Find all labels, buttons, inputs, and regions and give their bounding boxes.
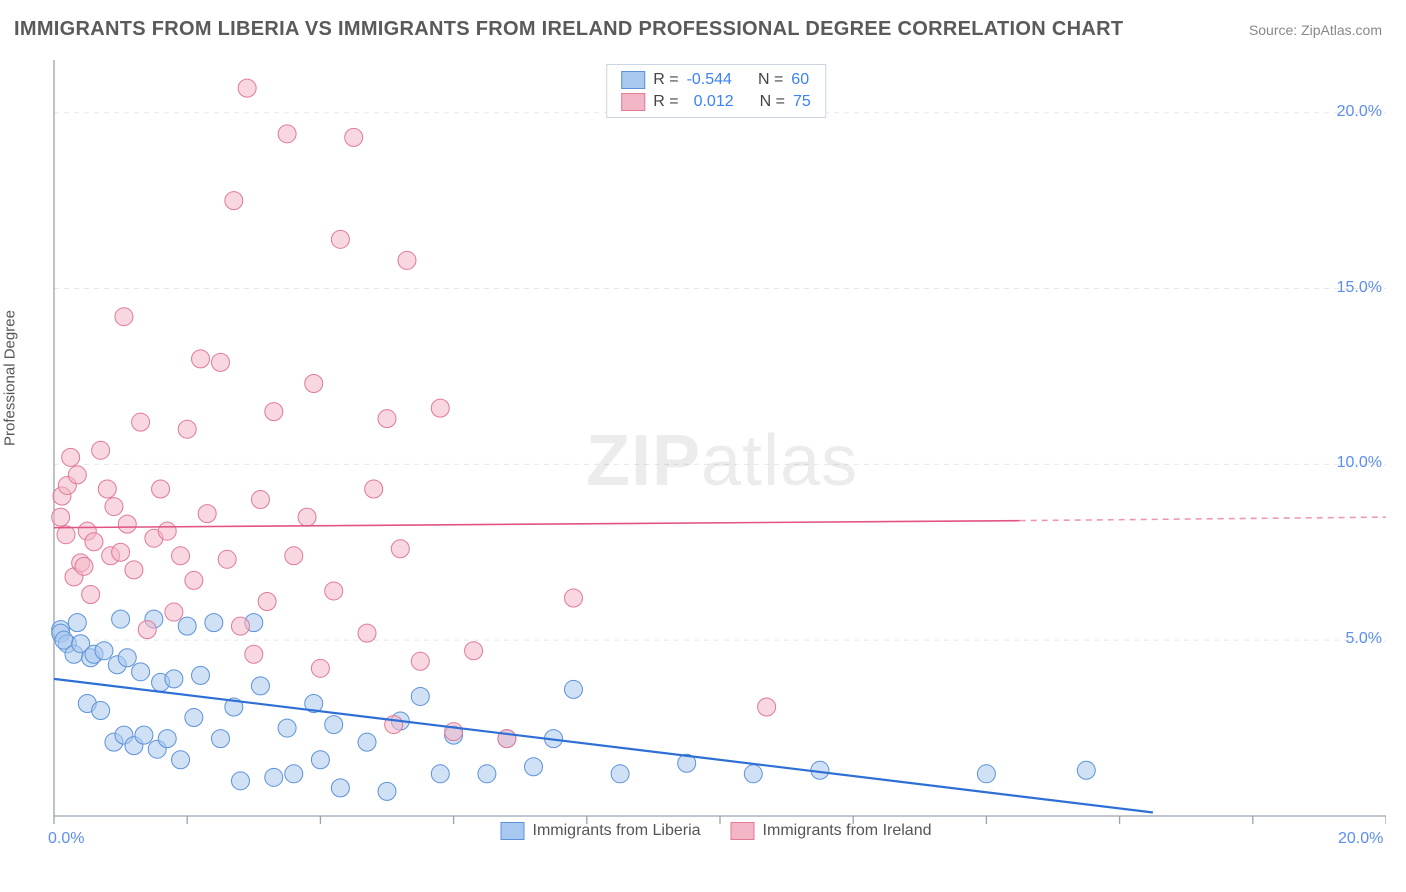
n-label: N = [758, 69, 783, 91]
r-value-liberia: -0.544 [687, 69, 732, 91]
legend-label-liberia: Immigrants from Liberia [533, 822, 701, 840]
legend-swatch-liberia [621, 71, 645, 89]
legend-swatch-liberia [501, 822, 525, 840]
y-tick-label: 5.0% [1346, 630, 1382, 648]
x-tick-label: 0.0% [48, 830, 84, 848]
r-label: R = [653, 91, 678, 113]
r-label: R = [653, 69, 678, 91]
legend-item-liberia: Immigrants from Liberia [501, 822, 701, 840]
legend-swatch-ireland [731, 822, 755, 840]
legend-label-ireland: Immigrants from Ireland [763, 822, 932, 840]
n-value-liberia: 60 [791, 69, 809, 91]
y-tick-label: 15.0% [1337, 279, 1382, 297]
series-legend: Immigrants from Liberia Immigrants from … [501, 822, 932, 840]
legend-row-ireland: R = 0.012 N = 75 [621, 91, 811, 113]
x-tick-label: 20.0% [1338, 830, 1383, 848]
scatter-svg [46, 60, 1386, 840]
n-label: N = [760, 91, 785, 113]
y-axis-label: Professional Degree [2, 310, 19, 446]
n-value-ireland: 75 [793, 91, 811, 113]
y-tick-label: 10.0% [1337, 454, 1382, 472]
correlation-legend: R = -0.544 N = 60 R = 0.012 N = 75 [606, 64, 826, 118]
plot-area: ZIPatlas R = -0.544 N = 60 R = 0.012 N =… [46, 60, 1386, 840]
legend-item-ireland: Immigrants from Ireland [731, 822, 932, 840]
r-value-ireland: 0.012 [687, 91, 734, 113]
y-tick-label: 20.0% [1337, 103, 1382, 121]
legend-row-liberia: R = -0.544 N = 60 [621, 69, 811, 91]
chart-title: IMMIGRANTS FROM LIBERIA VS IMMIGRANTS FR… [14, 18, 1123, 41]
source-label: Source: ZipAtlas.com [1249, 22, 1382, 38]
legend-swatch-ireland [621, 93, 645, 111]
